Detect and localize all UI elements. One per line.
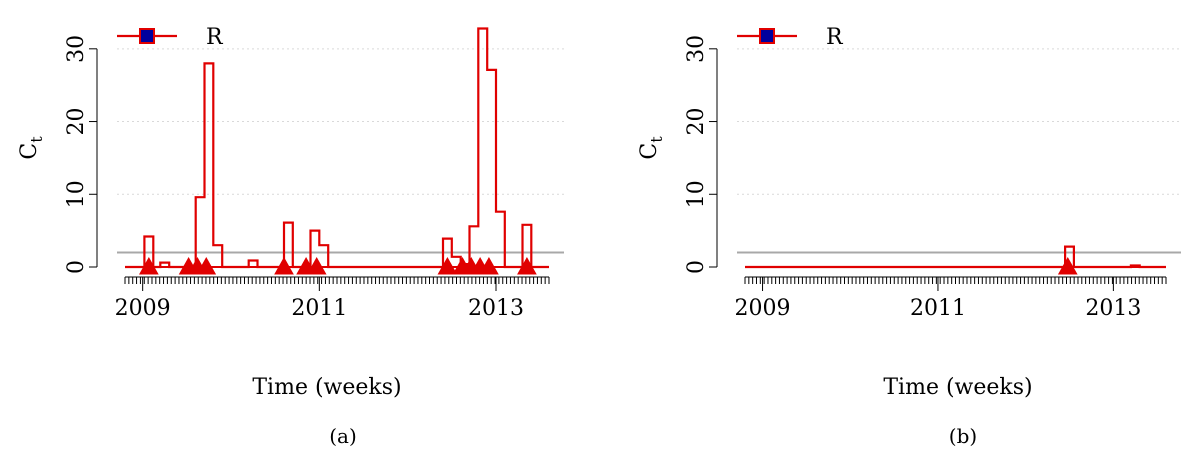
series-line-R [745, 245, 1166, 269]
y-tick-label: 10 [64, 180, 89, 208]
y-axis-title-sub-b: t [647, 136, 666, 143]
caption-b: (b) [949, 424, 977, 448]
y-axis-title-sub-a: t [27, 136, 46, 143]
x-tick-label: 2011 [291, 296, 347, 321]
series-a [125, 27, 549, 269]
y-tick-label-group: 10 [684, 180, 709, 208]
legend-label: R [826, 25, 844, 50]
y-axis-title-main-a: C [17, 143, 42, 160]
chart-panel-b: 0 10 20 30 2009 2011 2013 R Time (weeks) Ct (b… [620, 0, 1181, 452]
y-tick-label: 20 [64, 108, 89, 136]
axes-a: 0 10 20 30 2009 2011 2013 [64, 35, 550, 321]
y-tick-label: 30 [684, 35, 709, 63]
alarm-marker [517, 256, 537, 275]
y-tick-label: 0 [64, 260, 89, 274]
y-tick-label-group: 0 [684, 260, 709, 274]
y-axis-title-b: Ct [637, 136, 666, 160]
x-tick-label: 2009 [115, 296, 171, 321]
x-tick-label: 2011 [910, 296, 966, 321]
alarm-marker [138, 256, 159, 275]
alarm-marker [479, 256, 499, 275]
legend-b: R [737, 25, 844, 50]
y-tick-label-group: 20 [684, 108, 709, 136]
alarm-marker [306, 256, 327, 275]
legend-swatch [139, 28, 155, 44]
axes-b: 0 10 20 30 2009 2011 2013 [684, 35, 1167, 321]
x-axis-title-b: Time (weeks) [883, 375, 1032, 400]
x-tick-label: 2013 [468, 296, 524, 321]
x-tick-label: 2013 [1085, 296, 1141, 321]
y-tick-label: 20 [684, 108, 709, 136]
legend-a: R [117, 25, 224, 50]
alarm-marker [196, 256, 217, 275]
legend-label: R [206, 25, 224, 50]
y-tick-label-group: 20 [64, 108, 89, 136]
legend-swatch [759, 28, 775, 44]
y-tick-label: 30 [64, 35, 89, 63]
alarm-markers-b [1057, 256, 1078, 275]
y-axis-title-main-b: C [637, 143, 662, 160]
caption-a: (a) [329, 424, 357, 448]
y-axis-title-a: Ct [17, 136, 46, 160]
alarm-marker [437, 256, 458, 275]
series-line-R [125, 27, 549, 269]
y-tick-label-group: 10 [64, 180, 89, 208]
y-tick-label: 0 [684, 260, 709, 274]
alarm-marker [1057, 256, 1078, 275]
y-tick-label: 10 [684, 180, 709, 208]
x-tick-label: 2009 [735, 296, 791, 321]
alarm-markers-a [138, 256, 537, 275]
x-axis-title-a: Time (weeks) [252, 375, 401, 400]
y-tick-label-group: 30 [64, 35, 89, 63]
series-b [745, 245, 1166, 269]
chart-panel-a: 0 10 20 30 2009 2011 2013 R Time (weeks) Ct (a… [0, 0, 590, 452]
grid-b [737, 48, 1181, 195]
y-tick-label-group: 0 [64, 260, 89, 274]
alarm-marker [274, 256, 294, 275]
chart-svg-b: 0 10 20 30 2009 2011 2013 R Time (weeks) Ct (b… [637, 25, 1181, 448]
y-tick-label-group: 30 [684, 35, 709, 63]
chart-svg-a: 0 10 20 30 2009 2011 2013 R Time (weeks) Ct (a… [17, 25, 564, 448]
